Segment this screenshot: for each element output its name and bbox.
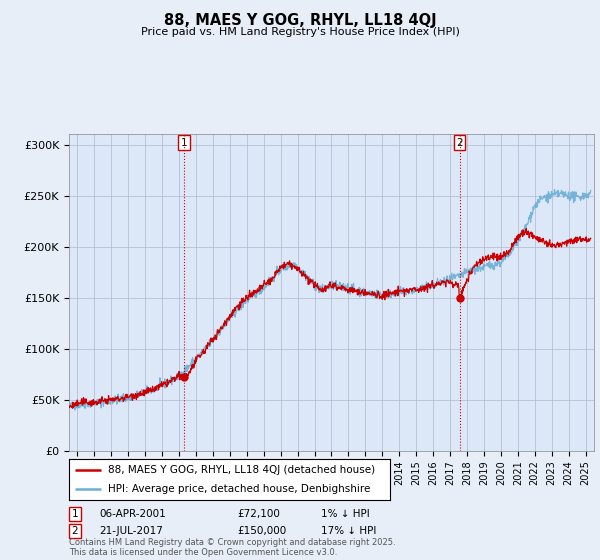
Text: 88, MAES Y GOG, RHYL, LL18 4QJ (detached house): 88, MAES Y GOG, RHYL, LL18 4QJ (detached… xyxy=(107,465,374,475)
Text: Contains HM Land Registry data © Crown copyright and database right 2025.
This d: Contains HM Land Registry data © Crown c… xyxy=(69,538,395,557)
Text: 2: 2 xyxy=(71,526,79,536)
Text: 88, MAES Y GOG, RHYL, LL18 4QJ: 88, MAES Y GOG, RHYL, LL18 4QJ xyxy=(164,13,436,28)
Text: HPI: Average price, detached house, Denbighshire: HPI: Average price, detached house, Denb… xyxy=(107,484,370,493)
Text: 2: 2 xyxy=(456,138,463,148)
Text: 1: 1 xyxy=(181,138,187,148)
Text: Price paid vs. HM Land Registry's House Price Index (HPI): Price paid vs. HM Land Registry's House … xyxy=(140,27,460,37)
Text: £150,000: £150,000 xyxy=(237,526,286,536)
Text: 1: 1 xyxy=(71,509,79,519)
Text: 17% ↓ HPI: 17% ↓ HPI xyxy=(321,526,376,536)
Text: £72,100: £72,100 xyxy=(237,509,280,519)
Text: 21-JUL-2017: 21-JUL-2017 xyxy=(99,526,163,536)
Text: 06-APR-2001: 06-APR-2001 xyxy=(99,509,166,519)
Text: 1% ↓ HPI: 1% ↓ HPI xyxy=(321,509,370,519)
